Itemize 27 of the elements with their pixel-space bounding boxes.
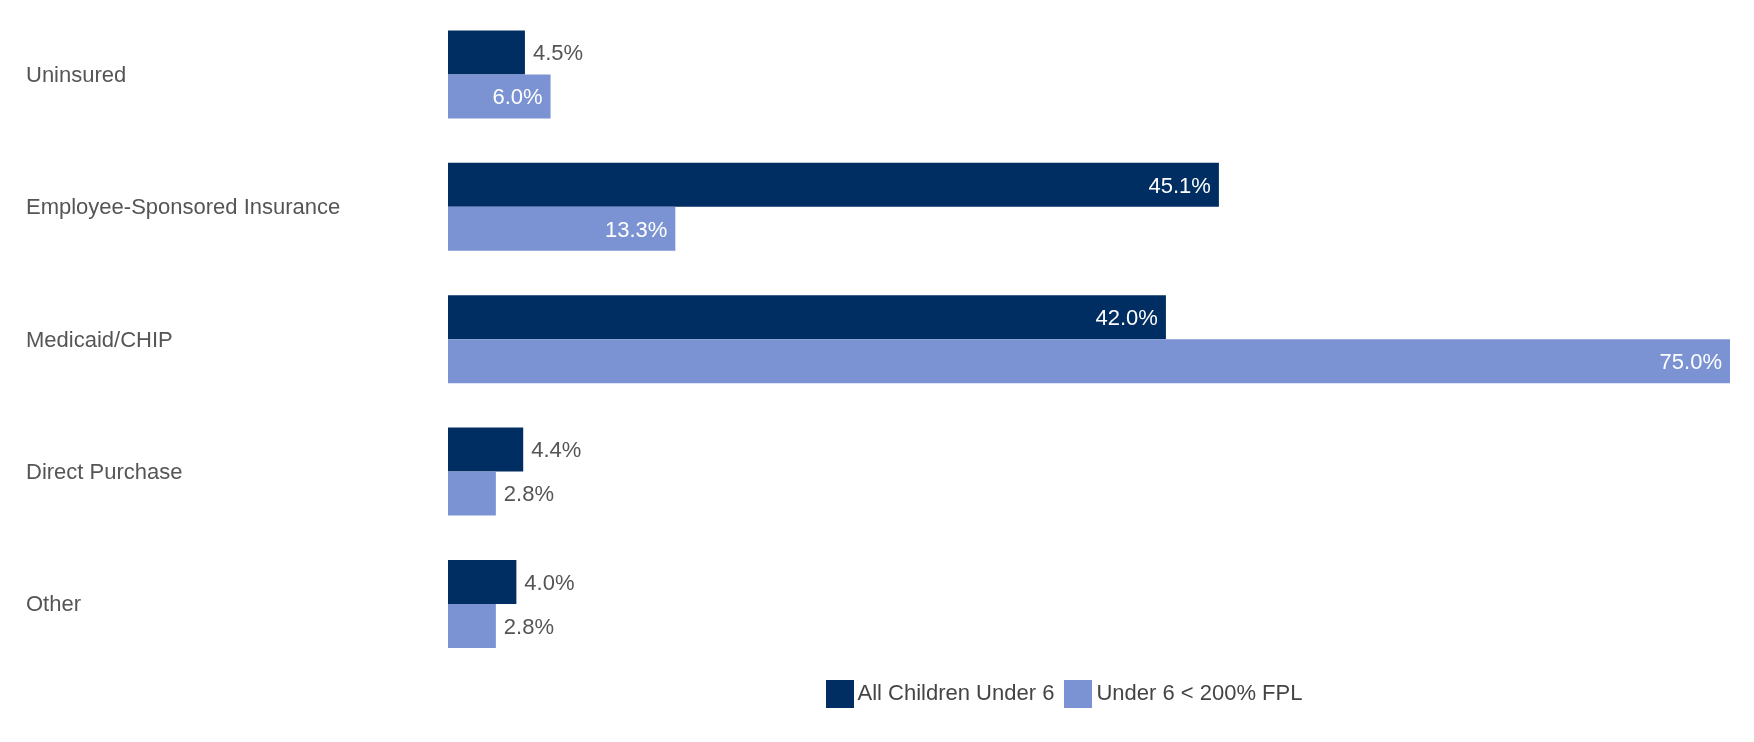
data-label: 42.0%: [1095, 304, 1158, 330]
bar: [448, 74, 551, 119]
bar: [448, 559, 517, 604]
bar: [448, 206, 676, 251]
y-tick-label: Medicaid/CHIP: [26, 326, 173, 352]
y-tick-label: Other: [26, 591, 82, 617]
data-label: 75.0%: [1659, 348, 1722, 374]
y-tick-label: Direct Purchase: [26, 458, 183, 484]
data-label: 6.0%: [492, 84, 543, 110]
y-tick-label: Uninsured: [26, 61, 127, 87]
bar: [448, 295, 1166, 340]
data-label: 45.1%: [1148, 172, 1211, 198]
data-label: 4.5%: [532, 40, 584, 66]
data-label: 13.3%: [604, 216, 668, 242]
bar: [448, 471, 496, 516]
data-label: 2.8%: [503, 481, 555, 507]
y-tick-label: Employee-Sponsored Insurance: [26, 194, 341, 220]
data-label: 4.0%: [524, 569, 575, 595]
legend-label: Under 6 < 200% FPL: [1096, 679, 1303, 705]
bar: [448, 162, 1219, 207]
bar: [448, 603, 496, 648]
data-label: 2.8%: [503, 613, 555, 639]
bar: [448, 339, 1730, 384]
legend-label: All Children Under 6: [857, 679, 1055, 705]
bar: [448, 30, 525, 75]
bar: [448, 427, 524, 472]
data-label: 4.4%: [531, 437, 582, 463]
